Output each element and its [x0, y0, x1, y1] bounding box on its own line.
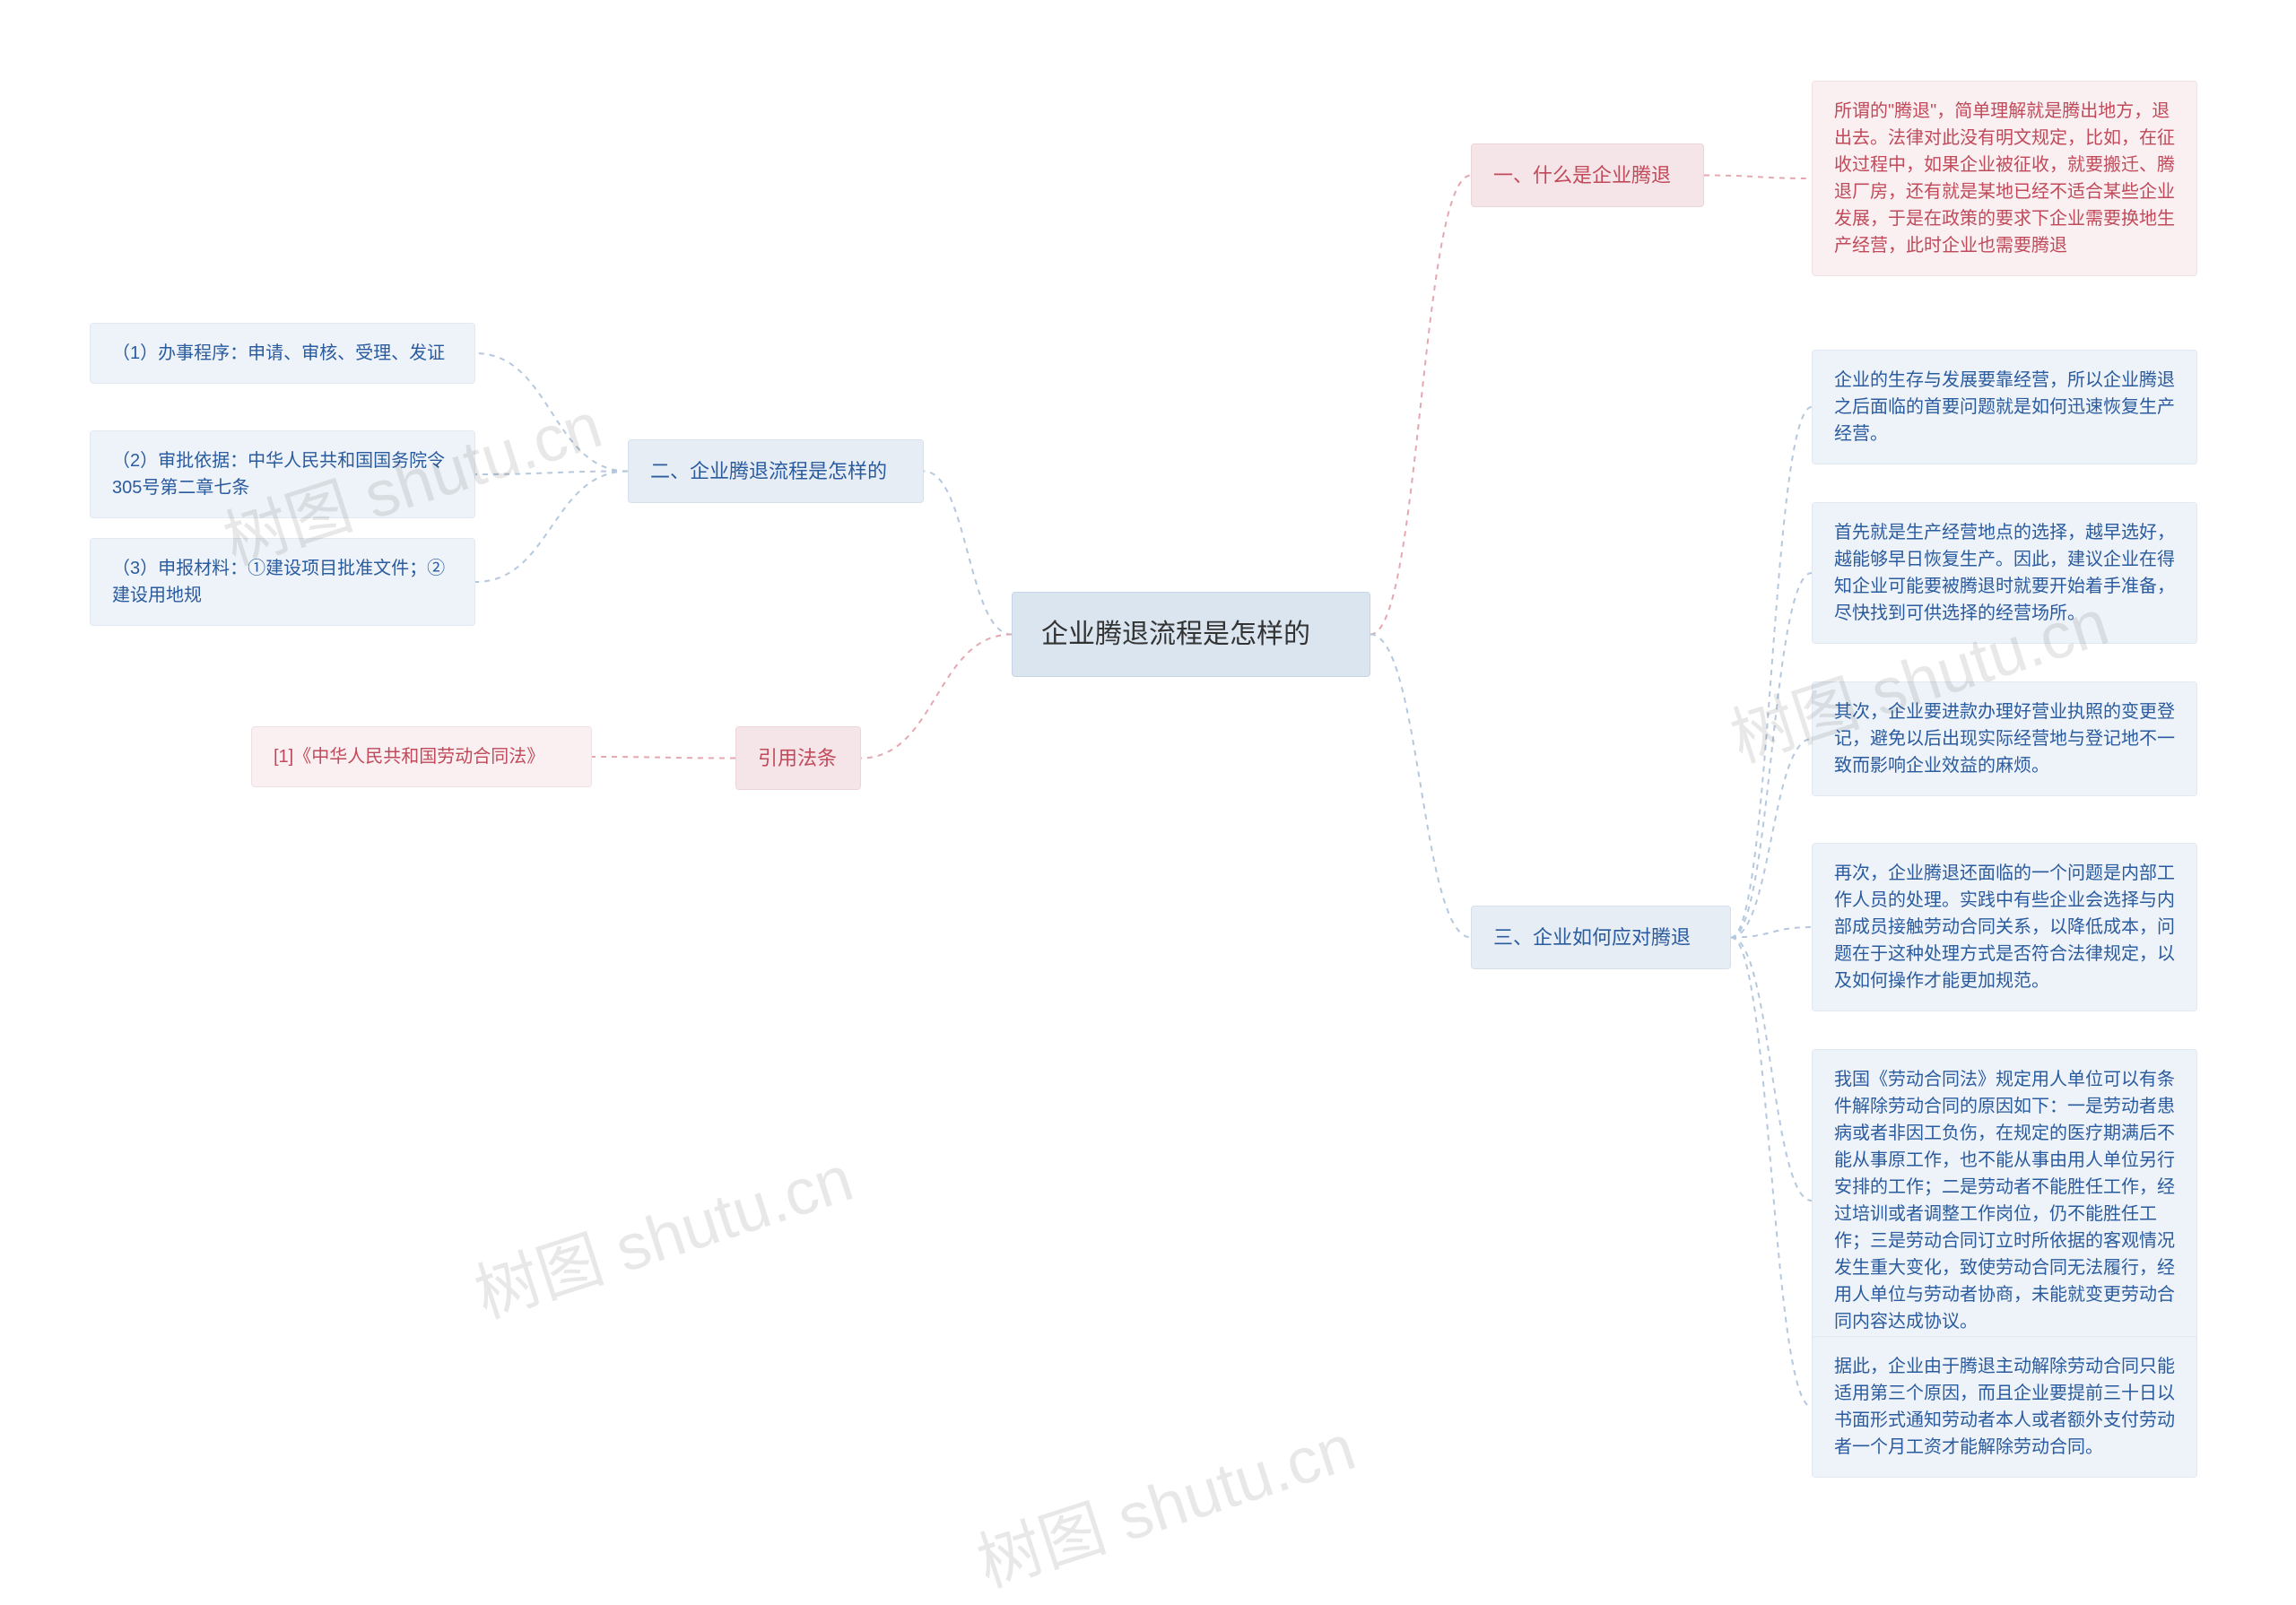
leaf-node: 据此，企业由于腾退主动解除劳动合同只能适用第三个原因，而且企业要提前三十日以书面… [1812, 1336, 2197, 1478]
branch-node-4: 引用法条 [735, 726, 861, 790]
leaf-text: 首先就是生产经营地点的选择，越早选好，越能够早日恢复生产。因此，建议企业在得知企… [1834, 523, 2175, 623]
branch-node-1: 一、什么是企业腾退 [1471, 143, 1704, 207]
leaf-node: [1]《中华人民共和国劳动合同法》 [251, 726, 592, 787]
leaf-node: （3）申报材料：①建设项目批准文件；②建设用地规 [90, 538, 475, 626]
leaf-text: [1]《中华人民共和国劳动合同法》 [274, 747, 544, 767]
watermark: 树图 shutu.cn [963, 1394, 1364, 1605]
leaf-text: 我国《劳动合同法》规定用人单位可以有条件解除劳动合同的原因如下：一是劳动者患病或… [1834, 1070, 2175, 1332]
leaf-text: （3）申报材料：①建设项目批准文件；②建设用地规 [112, 559, 445, 605]
leaf-text: 再次，企业腾退还面临的一个问题是内部工作人员的处理。实践中有些企业会选择与内部成… [1834, 863, 2175, 991]
leaf-node: （2）审批依据：中华人民共和国国务院令305号第二章七条 [90, 430, 475, 518]
leaf-node: 其次，企业要进款办理好营业执照的变更登记，避免以后出现实际经营地与登记地不一致而… [1812, 681, 2197, 796]
leaf-node: 企业的生存与发展要靠经营，所以企业腾退之后面临的首要问题就是如何迅速恢复生产经营… [1812, 350, 2197, 464]
branch-label: 一、什么是企业腾退 [1493, 164, 1671, 187]
root-label: 企业腾退流程是怎样的 [1041, 620, 1310, 649]
leaf-node: （1）办事程序：申请、审核、受理、发证 [90, 323, 475, 384]
leaf-text: 所谓的"腾退"，简单理解就是腾出地方，退出去。法律对此没有明文规定，比如，在征收… [1834, 101, 2175, 256]
branch-label: 二、企业腾退流程是怎样的 [650, 460, 887, 482]
leaf-text: 其次，企业要进款办理好营业执照的变更登记，避免以后出现实际经营地与登记地不一致而… [1834, 702, 2175, 776]
branch-label: 引用法条 [758, 747, 837, 769]
branch-node-2: 二、企业腾退流程是怎样的 [628, 439, 924, 503]
root-node: 企业腾退流程是怎样的 [1012, 592, 1370, 677]
mindmap-canvas: 企业腾退流程是怎样的 一、什么是企业腾退 二、企业腾退流程是怎样的 三、企业如何… [0, 0, 2296, 1538]
leaf-text: （2）审批依据：中华人民共和国国务院令305号第二章七条 [112, 451, 445, 498]
leaf-text: 企业的生存与发展要靠经营，所以企业腾退之后面临的首要问题就是如何迅速恢复生产经营… [1834, 370, 2175, 444]
leaf-node: 我国《劳动合同法》规定用人单位可以有条件解除劳动合同的原因如下：一是劳动者患病或… [1812, 1049, 2197, 1352]
branch-node-3: 三、企业如何应对腾退 [1471, 906, 1731, 969]
leaf-node: 首先就是生产经营地点的选择，越早选好，越能够早日恢复生产。因此，建议企业在得知企… [1812, 502, 2197, 644]
branch-label: 三、企业如何应对腾退 [1493, 926, 1691, 949]
leaf-text: 据此，企业由于腾退主动解除劳动合同只能适用第三个原因，而且企业要提前三十日以书面… [1834, 1357, 2175, 1457]
leaf-node: 再次，企业腾退还面临的一个问题是内部工作人员的处理。实践中有些企业会选择与内部成… [1812, 843, 2197, 1011]
leaf-node: 所谓的"腾退"，简单理解就是腾出地方，退出去。法律对此没有明文规定，比如，在征收… [1812, 81, 2197, 276]
leaf-text: （1）办事程序：申请、审核、受理、发证 [112, 343, 445, 363]
watermark: 树图 shutu.cn [461, 1125, 862, 1336]
